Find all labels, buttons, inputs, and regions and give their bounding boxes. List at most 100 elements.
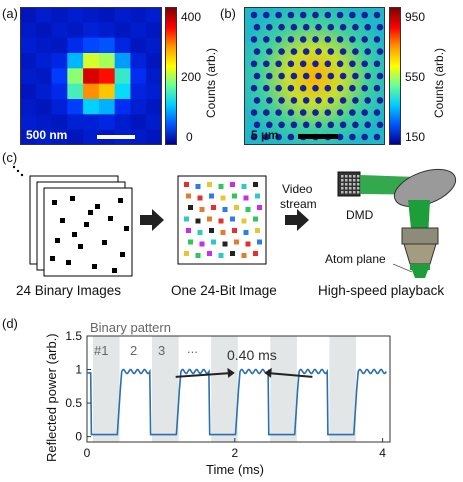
pattern-label-3: 3: [158, 343, 166, 358]
panel-a-heatmap: [20, 7, 162, 145]
binary-pattern-interval: [211, 336, 238, 442]
dmd-mirror: [357, 175, 360, 178]
dmd-mirror: [357, 179, 360, 182]
trap-spot: [324, 11, 332, 19]
objective-lens: [401, 227, 439, 278]
binary-pixel: [84, 222, 89, 227]
trap-spot: [349, 60, 356, 68]
panel-a-colorbar-title: Counts (arb.): [204, 47, 218, 118]
trap-spot: [339, 97, 347, 104]
dmd-mirror: [341, 179, 344, 182]
pattern-label-2: 2: [130, 343, 138, 358]
heatmap-a-pixel: [146, 83, 162, 100]
trap-spot: [324, 60, 332, 68]
trap-spot: [352, 121, 359, 129]
trap-spot: [302, 121, 310, 129]
heatmap-a-pixel: [98, 22, 116, 39]
binary-pixel: [66, 260, 71, 265]
rgb-pixel: [197, 230, 203, 235]
dmd-mirror: [357, 183, 360, 186]
trap-spot: [376, 121, 384, 129]
heatmap-a-pixel: [98, 53, 116, 69]
trap-spot: [253, 97, 261, 104]
duration-arrow-left: [175, 371, 234, 378]
trap-spot: [278, 23, 285, 31]
dmd-mirror: [341, 175, 344, 178]
trap-spot: [373, 60, 381, 68]
rgb-pixel: [232, 228, 237, 233]
atom-plane-pointer: [392, 263, 413, 273]
trap-spot: [376, 23, 384, 31]
trap-spot: [312, 60, 319, 68]
rgb-pixel: [184, 216, 189, 222]
dmd-mirror: [345, 175, 348, 178]
rgb-pixel: [220, 195, 226, 201]
heatmap-a-pixel: [146, 22, 162, 39]
trap-spot: [327, 72, 335, 80]
heatmap-a-pixel: [67, 68, 84, 85]
heatmap-a-pixel: [130, 68, 147, 85]
trap-spot: [263, 11, 270, 19]
rgb-pixel: [241, 253, 247, 258]
heatmap-a-pixel: [35, 7, 53, 23]
trap-spot: [315, 97, 322, 104]
trap-spot: [263, 133, 270, 141]
24bit-image: [177, 175, 267, 265]
rgb-pixel: [207, 216, 212, 222]
panel-b-colorbar-title: Counts (arb.): [432, 47, 446, 118]
heatmap-a-pixel: [51, 68, 68, 85]
heatmap-a-pixel: [114, 68, 131, 85]
caption-playback: High-speed playback: [318, 283, 445, 298]
heatmap-a-pixel: [20, 114, 37, 131]
rgb-pixel: [230, 216, 235, 222]
mirror: [393, 168, 457, 208]
rgb-pixel: [245, 207, 251, 212]
rgb-pixel: [255, 193, 260, 199]
heatmap-a-pixel: [114, 7, 131, 23]
heatmap-a-pixel: [67, 99, 84, 115]
trap-spot: [373, 84, 381, 92]
panel-b-heatmap: [244, 7, 385, 145]
trap-spot: [352, 97, 359, 104]
heatmap-a-pixel: [146, 99, 162, 115]
trap-spot: [336, 60, 344, 68]
heatmap-a-pixel: [35, 114, 53, 131]
binary-pattern-interval: [270, 336, 297, 442]
heatmap-a-pixel: [67, 22, 84, 39]
trap-spot: [278, 97, 285, 104]
y-tick-label: 1.5: [65, 330, 82, 343]
heatmap-a-pixel: [98, 7, 116, 23]
heatmap-a-pixel: [130, 114, 147, 131]
heatmap-a-pixel: [83, 114, 100, 131]
dmd-mirror: [353, 183, 356, 186]
trap-spot: [352, 72, 359, 80]
heatmap-a-pixel: [51, 99, 68, 115]
heatmap-a-pixel: [130, 83, 147, 100]
panel-a-tick-200: 200: [181, 70, 202, 84]
rgb-pixel: [195, 253, 201, 258]
panel-a-colorbar: [165, 7, 177, 145]
rgb-pixel: [218, 184, 224, 189]
heatmap-a-pixel: [51, 129, 68, 145]
trap-spot: [349, 109, 356, 116]
binary-pixel: [60, 218, 65, 223]
rgb-pixel: [222, 241, 228, 247]
rgb-pixel: [184, 182, 189, 187]
rgb-pixel: [230, 182, 235, 187]
panel-b-scalebar: [298, 134, 338, 139]
heatmap-a-pixel: [114, 53, 131, 69]
heatmap-a-pixel: [146, 7, 162, 23]
trap-spot: [336, 109, 344, 116]
trap-spot: [290, 121, 298, 129]
panel-b-tick-550: 550: [405, 70, 426, 84]
heatmap-a-pixel: [35, 129, 53, 145]
dmd-mirror: [341, 187, 344, 190]
binary-pixel: [120, 252, 125, 257]
trap-spot: [364, 23, 371, 31]
heatmap-a-pixel: [83, 7, 100, 23]
heatmap-a-pixel: [20, 37, 37, 54]
heatmap-a-pixel: [130, 7, 147, 23]
heatmap-a-pixel: [35, 22, 53, 39]
trap-spot: [361, 109, 368, 116]
heatmap-a-pixel: [20, 7, 37, 23]
